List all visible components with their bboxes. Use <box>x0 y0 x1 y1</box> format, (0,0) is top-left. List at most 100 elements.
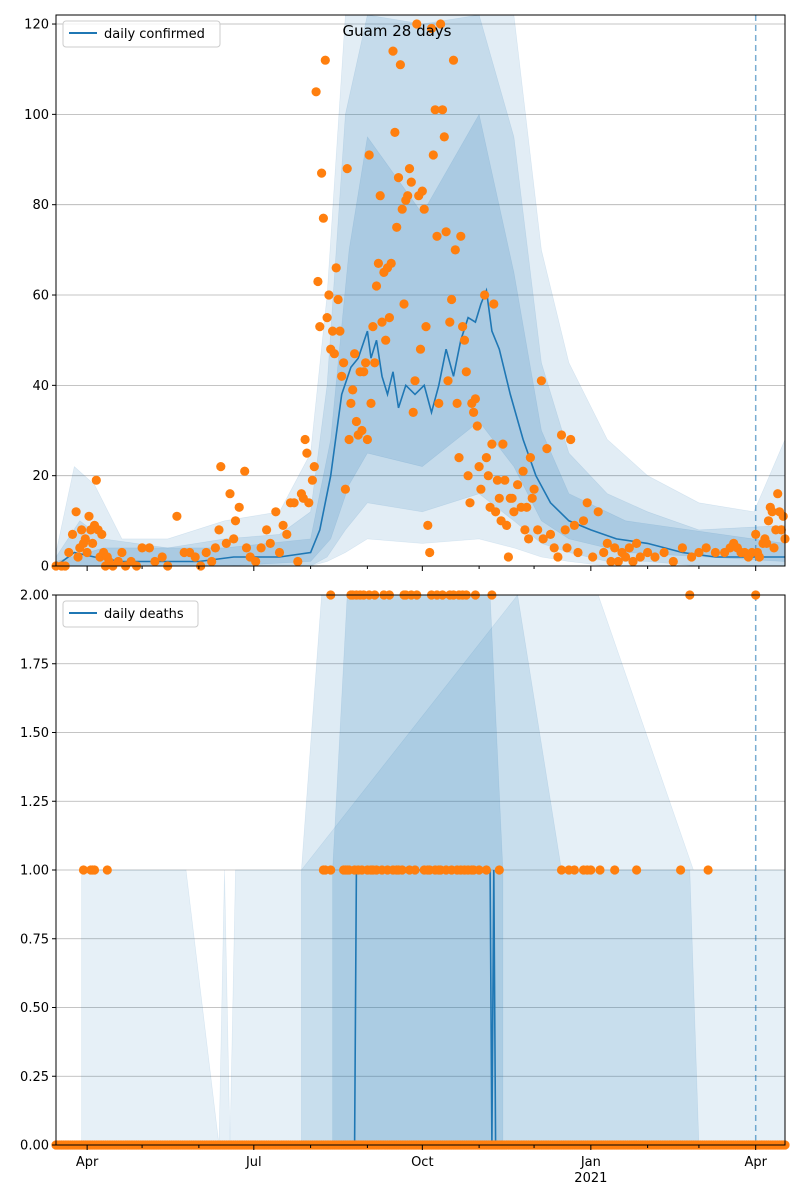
observed-point <box>393 173 404 183</box>
observed-point <box>89 865 100 875</box>
observed-point <box>331 263 341 273</box>
observed-point <box>144 543 154 553</box>
observed-point <box>88 538 98 549</box>
observed-point <box>450 245 460 255</box>
y-tick-label: 1.75 <box>20 657 49 672</box>
legend-box <box>62 20 221 48</box>
observed-point <box>214 525 224 535</box>
observed-point <box>307 475 317 485</box>
observed-point <box>643 547 653 558</box>
observed-point <box>425 547 435 558</box>
observed-point <box>621 552 631 562</box>
observed-point <box>344 434 354 445</box>
observed-point <box>432 231 442 241</box>
y-tick-label: 20 <box>32 469 49 484</box>
observed-point <box>494 865 504 875</box>
observed-point <box>373 258 383 268</box>
observed-point <box>778 511 788 521</box>
observed-point <box>315 322 325 332</box>
observed-point <box>522 502 532 512</box>
observed-point <box>313 276 323 287</box>
observed-point <box>229 534 239 544</box>
observed-point <box>763 516 774 526</box>
observed-point <box>395 60 405 70</box>
observed-point <box>447 294 457 305</box>
chart-title: Guam 28 days <box>343 22 452 40</box>
observed-point <box>117 547 127 558</box>
y-tick-label: 0.00 <box>20 1139 49 1154</box>
observed-point <box>377 317 387 327</box>
observed-point <box>588 552 598 562</box>
y-tick-label: 2.00 <box>20 589 49 604</box>
observed-point <box>536 376 547 386</box>
observed-point <box>472 421 482 431</box>
observed-point <box>322 313 332 323</box>
observed-point <box>207 556 217 567</box>
observed-point <box>412 19 422 29</box>
observed-point <box>549 543 559 553</box>
observed-point <box>417 186 427 196</box>
observed-point <box>67 529 78 540</box>
observed-point <box>448 55 459 65</box>
observed-point <box>465 498 475 508</box>
observed-point <box>157 552 167 562</box>
observed-point <box>751 529 761 540</box>
observed-point <box>371 281 382 291</box>
observed-point <box>481 453 491 463</box>
plot-area-frame <box>55 14 786 567</box>
observed-point <box>320 55 330 65</box>
observed-point <box>64 547 74 558</box>
observed-point <box>317 168 327 178</box>
observed-point <box>399 299 409 309</box>
legend-box <box>62 600 199 628</box>
daily-confirmed-line <box>55 287 785 567</box>
observed-point <box>463 471 473 481</box>
observed-point <box>441 227 451 237</box>
observed-point <box>403 191 413 201</box>
observed-point <box>91 475 101 485</box>
observed-point <box>556 430 567 440</box>
observed-point <box>582 498 592 508</box>
observed-point <box>602 538 612 549</box>
observed-point <box>553 552 563 562</box>
observed-point <box>381 335 391 345</box>
observed-point <box>311 87 321 97</box>
observed-point <box>458 322 468 332</box>
observed-point <box>452 398 462 408</box>
observed-point <box>545 529 556 540</box>
observed-point <box>78 865 89 875</box>
observed-point <box>525 453 536 463</box>
observed-point <box>370 358 380 368</box>
observed-point <box>533 525 543 535</box>
observed-point <box>302 448 312 458</box>
observed-point <box>434 398 444 408</box>
y-tick-label: 0 <box>41 560 49 575</box>
observed-point <box>137 543 147 553</box>
observed-point <box>703 865 713 875</box>
observed-point <box>221 538 231 549</box>
legend-label: daily confirmed <box>104 27 205 42</box>
daily-confirmed-panel: 0 20 40 60 80 100 120 Guam 28 days daily confi… <box>24 14 790 575</box>
observed-point <box>436 19 446 29</box>
observed-point <box>599 547 609 558</box>
observed-point <box>538 534 548 544</box>
observed-point <box>73 552 83 562</box>
observed-point <box>337 371 347 381</box>
observed-point <box>348 385 358 395</box>
observed-point <box>710 547 721 558</box>
observed-point <box>456 231 466 241</box>
y-tick-label: 1.00 <box>20 864 49 879</box>
observed-point <box>386 258 396 268</box>
observed-point <box>397 204 407 214</box>
observed-point <box>503 552 513 562</box>
observed-point <box>392 222 402 232</box>
observed-point <box>359 367 369 377</box>
observed-point <box>628 556 638 567</box>
observed-point <box>459 335 470 345</box>
observed-point <box>524 534 534 544</box>
observed-point <box>241 543 252 553</box>
observed-point <box>150 556 160 567</box>
observed-point <box>335 326 345 336</box>
observed-point <box>262 525 272 535</box>
observed-point <box>476 484 486 494</box>
